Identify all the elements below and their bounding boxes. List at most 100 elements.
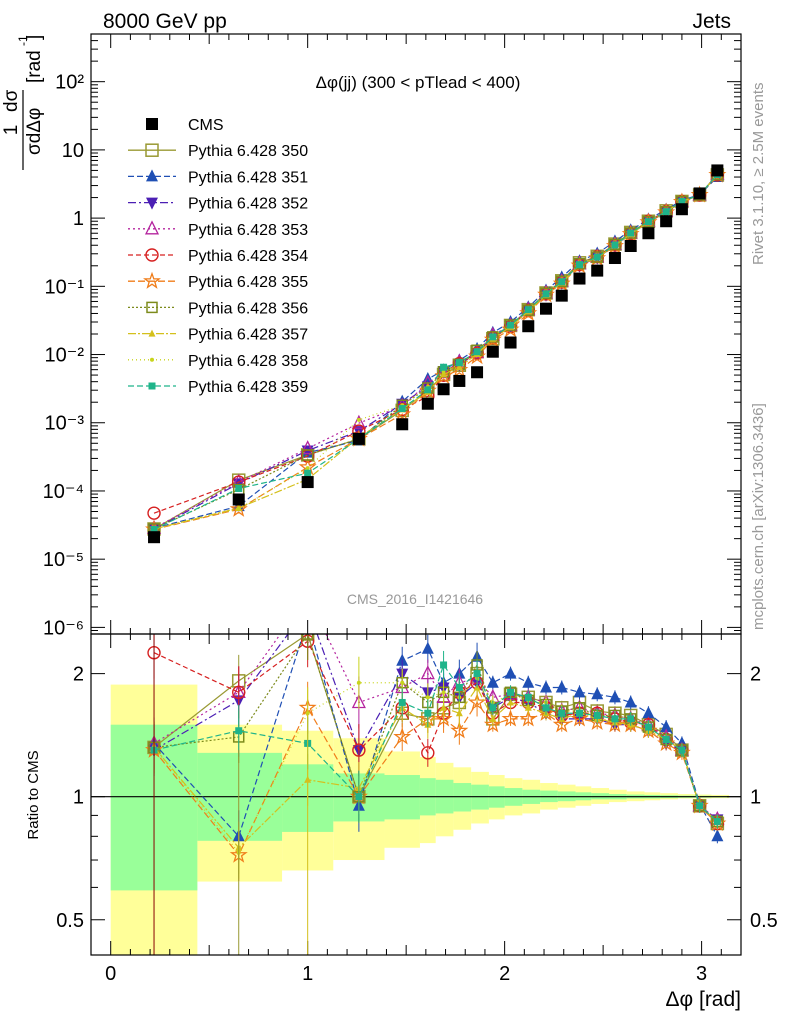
cms-point [711, 164, 724, 177]
data-point [229, 499, 248, 517]
ratio-point [355, 793, 363, 801]
data-point [356, 417, 361, 422]
ratio-point [483, 715, 502, 733]
cms-point [396, 418, 409, 431]
legend-label: Pythia 6.428 357 [188, 327, 308, 344]
data-point [591, 251, 603, 263]
legend-label: Pythia 6.428 352 [188, 196, 308, 213]
ratio-point [552, 715, 571, 733]
cms-point [624, 240, 637, 253]
cms-point [486, 345, 499, 358]
legend-entry: Pythia 6.428 351 [128, 169, 308, 186]
ratio-point [540, 680, 552, 693]
y-tick-label-main: 10² [55, 72, 84, 94]
ratio-point [455, 709, 463, 717]
ratio-point [678, 746, 686, 754]
cms-point [352, 432, 365, 445]
legend-entry: Pythia 6.428 352 [128, 196, 308, 213]
svg-text:σdΔφ: σdΔφ [24, 108, 45, 155]
ratio-point [711, 829, 724, 842]
data-point [440, 370, 448, 378]
frames [90, 33, 742, 956]
cms-point [453, 374, 466, 387]
ratio-point [441, 690, 446, 695]
cms-point [421, 397, 434, 410]
mcplots-label: mcplots.cern.ch [arXiv:1306.3436] [750, 403, 767, 630]
ratio-point [455, 683, 463, 691]
ratio-point [696, 802, 704, 810]
ratio-point [519, 709, 538, 727]
ratio-point [507, 688, 515, 696]
data-point [573, 257, 586, 270]
data-point [473, 348, 481, 356]
ratio-point [486, 675, 499, 688]
legend-entry: Pythia 6.428 355 [128, 271, 308, 291]
ratio-point [575, 709, 583, 717]
ratio-point [558, 709, 566, 717]
data-point [424, 386, 432, 394]
y-tick-label-main: 10⁻³ [45, 413, 85, 435]
ratio-point [425, 695, 430, 700]
data-point [398, 405, 406, 413]
legend-marker [145, 248, 159, 262]
data-point [540, 287, 552, 300]
ratio-point [440, 661, 448, 669]
legend-entry: Pythia 6.428 357 [128, 327, 308, 344]
data-point [611, 241, 619, 249]
data-point [542, 290, 550, 298]
legend-marker [148, 382, 156, 390]
legend-label: Pythia 6.428 351 [188, 169, 308, 186]
svg-text:-1: -1 [16, 35, 30, 46]
data-point [624, 227, 637, 239]
ratio-point [573, 685, 586, 698]
cms-point [642, 227, 655, 240]
series-main [145, 164, 727, 544]
ratio-point [489, 704, 497, 712]
series-pythia-6-428-359-ratio [150, 650, 721, 829]
data-point [524, 306, 532, 314]
data-point [455, 359, 463, 367]
y-tick-label-ratio-right: 0.5 [750, 910, 778, 932]
cms-point [148, 531, 161, 544]
header-left: 8000 GeV pp [103, 10, 227, 33]
chart-title: Δφ(jj) (300 < pTlead < 400) [316, 73, 521, 92]
x-tick-label: 2 [499, 963, 510, 985]
cms-point [504, 336, 517, 349]
cms-point [693, 187, 706, 200]
ratio-point [356, 680, 361, 685]
data-point [487, 331, 499, 343]
ratio-point [642, 706, 655, 719]
y-tick-label-main: 10 [62, 140, 84, 162]
ratio-point [504, 666, 517, 679]
cms-point [437, 383, 450, 396]
y-tick-label-ratio: 1 [73, 787, 84, 809]
ratio-point [555, 680, 568, 693]
data-point [351, 414, 366, 429]
cms-point [232, 493, 245, 506]
ratio-point [420, 665, 435, 680]
ratio-point [473, 670, 481, 678]
data-point [642, 215, 655, 228]
y-tick-label-main: 1 [73, 208, 84, 230]
ratio-point [522, 675, 535, 688]
ratio-point [624, 695, 637, 708]
y-axis-label-main: 1 dσ σdΔφ [rad -1 ] [1, 35, 45, 170]
header-right: Jets [692, 10, 731, 33]
legend-entry: Pythia 6.428 350 [128, 143, 308, 160]
svg-text:[rad: [rad [24, 50, 45, 83]
legend-entry: CMS [146, 117, 224, 134]
y-tick-label-ratio-right: 1 [750, 787, 761, 809]
y-tick-label-ratio: 2 [73, 664, 84, 686]
data-point [522, 304, 535, 316]
data-point [455, 363, 463, 371]
ratio-point [501, 709, 520, 727]
svg-text:dσ: dσ [1, 89, 22, 112]
cms-point [471, 366, 484, 379]
ratio-point [542, 704, 550, 712]
legend-entry: Pythia 6.428 354 [128, 248, 308, 265]
legend-marker [143, 271, 161, 289]
y-axis-label-ratio: Ratio to CMS [25, 750, 42, 839]
ratio-point [608, 690, 621, 703]
watermark: CMS_2016_I1421646 [347, 591, 483, 607]
